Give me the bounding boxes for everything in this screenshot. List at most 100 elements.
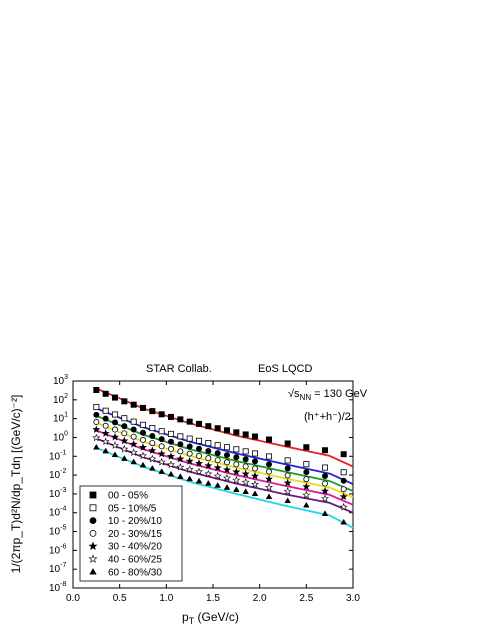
data-point	[195, 452, 202, 459]
energy-symbol: √s	[288, 388, 300, 400]
data-point	[251, 458, 258, 465]
data-point	[265, 493, 273, 500]
legend-label: 10 - 20%/10	[108, 516, 162, 527]
data-point	[102, 422, 109, 429]
data-point	[233, 446, 240, 453]
legend-marker	[89, 517, 97, 524]
data-point	[166, 452, 176, 460]
data-point	[101, 437, 110, 446]
y-tick-label: 10-2	[49, 468, 66, 481]
data-point	[195, 437, 202, 444]
data-point	[320, 486, 330, 495]
y-tick-label: 10-5	[49, 525, 66, 538]
data-point	[251, 433, 258, 440]
data-point	[102, 447, 109, 454]
y-tick-label: 10-6	[49, 543, 66, 556]
data-point	[167, 413, 174, 420]
data-point	[265, 461, 272, 468]
energy-subscript: NN	[300, 393, 312, 402]
data-point	[185, 465, 194, 473]
y-tick-label: 103	[53, 374, 68, 387]
data-point	[222, 465, 232, 474]
data-point	[130, 418, 137, 425]
data-point	[222, 473, 232, 482]
data-point	[232, 475, 241, 484]
data-point	[110, 432, 120, 441]
data-point	[93, 387, 100, 394]
data-point	[242, 456, 249, 463]
data-point	[321, 473, 328, 480]
data-point	[205, 455, 212, 462]
data-point	[321, 480, 328, 487]
y-tick-label: 100	[53, 430, 68, 443]
data-point	[303, 476, 310, 483]
legend-marker	[89, 568, 97, 575]
legend-marker	[89, 491, 97, 499]
data-point	[120, 444, 129, 453]
data-point	[130, 458, 137, 465]
x-tick-label: 1.5	[206, 593, 220, 604]
data-point	[93, 419, 100, 426]
y-axis-title: 1/(2πp_T)d²N/dp_Tdη [(GeV/c)⁻²]	[9, 395, 23, 574]
data-point	[340, 469, 347, 476]
data-point	[321, 447, 328, 454]
data-point	[167, 438, 174, 445]
x-axis-title-unit: (GeV/c)	[194, 610, 239, 624]
data-point	[138, 451, 148, 460]
data-point	[233, 461, 240, 468]
data-point	[303, 501, 310, 508]
data-point	[111, 451, 119, 458]
data-point	[213, 471, 222, 480]
data-point	[340, 518, 347, 525]
data-point	[130, 426, 137, 433]
data-point	[242, 448, 249, 455]
data-point	[213, 463, 222, 472]
data-point	[264, 474, 274, 483]
legend-label: 05 - 10%/5	[108, 503, 157, 514]
data-point	[250, 471, 260, 480]
data-point	[264, 483, 274, 491]
data-point	[177, 473, 184, 479]
data-point	[112, 426, 119, 433]
data-point	[194, 467, 204, 476]
data-point	[139, 429, 146, 436]
data-point	[205, 440, 212, 447]
x-axis: 0.0 0.5 1.0 1.5 2.0 2.5 3.0	[66, 381, 360, 604]
data-point	[233, 429, 240, 436]
data-point	[102, 407, 109, 414]
data-point	[340, 451, 347, 458]
y-tick-label: 10-7	[49, 562, 66, 575]
x-axis-title-sub: T	[189, 616, 195, 626]
data-point	[340, 477, 347, 484]
x-tick-label: 3.0	[346, 593, 360, 604]
data-point	[204, 469, 213, 478]
data-point	[223, 459, 230, 466]
data-point	[186, 475, 193, 482]
data-point	[186, 443, 193, 450]
data-point	[166, 460, 176, 469]
y-tick-label: 10-3	[49, 487, 66, 500]
data-point	[223, 452, 230, 459]
data-point	[176, 462, 185, 471]
chart-title-right: EoS LQCD	[258, 363, 312, 375]
data-point	[157, 457, 166, 466]
data-point	[149, 432, 156, 439]
data-point	[214, 450, 221, 457]
data-point	[251, 465, 258, 472]
legend-label: 20 - 30%/15	[108, 529, 162, 540]
data-point	[241, 478, 250, 486]
legend-marker	[89, 504, 97, 512]
data-point	[158, 468, 165, 474]
data-point	[129, 448, 138, 456]
data-point	[321, 510, 329, 516]
y-tick-label: 101	[53, 412, 68, 425]
data-point	[284, 457, 291, 464]
data-point	[284, 497, 291, 504]
data-point	[265, 436, 272, 443]
legend-marker	[88, 554, 98, 563]
x-axis-title-main: p	[182, 610, 189, 624]
data-point	[148, 446, 157, 455]
data-point	[158, 443, 165, 450]
legend-label: 40 - 60%/25	[108, 555, 162, 566]
y-tick-label: 102	[53, 393, 68, 406]
